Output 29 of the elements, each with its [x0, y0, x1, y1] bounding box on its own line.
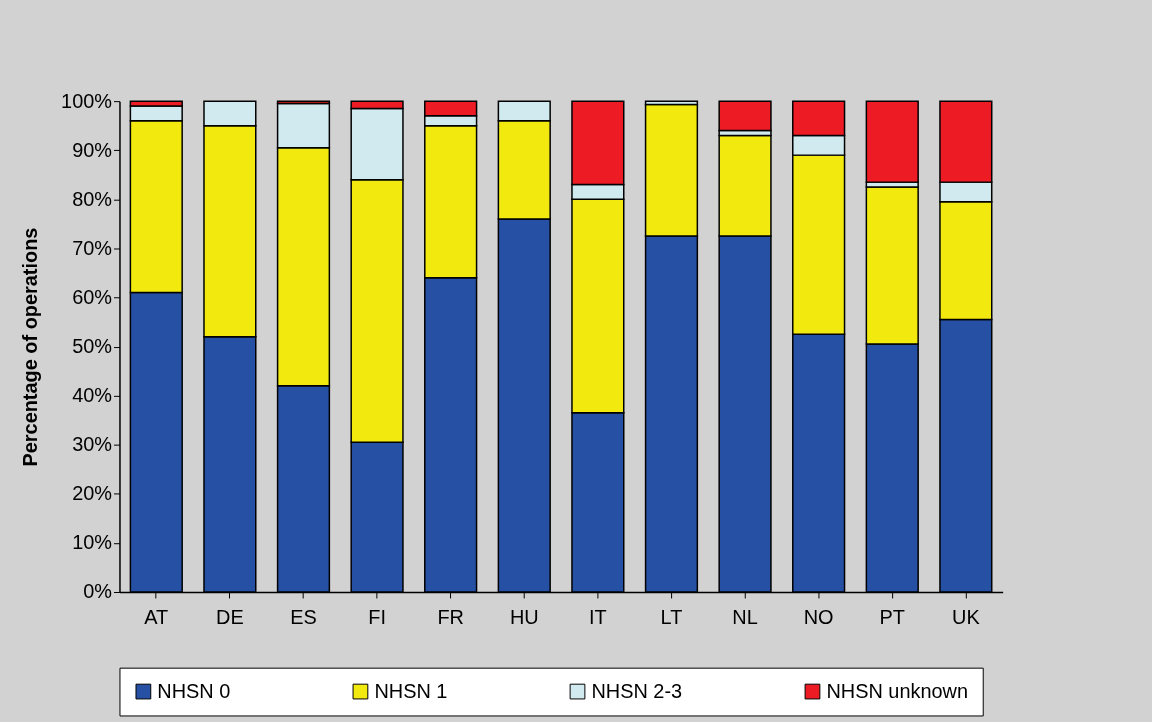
x-tick-label: NL — [732, 606, 758, 629]
y-tick-label: 80% — [72, 187, 113, 210]
legend-label: NHSN 2-3 — [591, 679, 683, 702]
x-tick-label: FR — [437, 606, 464, 629]
x-tick-label: UK — [952, 606, 981, 629]
legend-label: NHSN unknown — [826, 679, 969, 702]
y-tick-label: 0% — [83, 580, 113, 603]
x-tick-label: NO — [803, 606, 834, 629]
x-tick-label: LT — [660, 606, 683, 629]
x-tick-label: AT — [144, 606, 169, 629]
x-tick-label: DE — [216, 606, 244, 629]
legend-label: NHSN 0 — [157, 679, 231, 702]
x-tick-label: FI — [368, 606, 386, 629]
x-tick-label: IT — [589, 606, 607, 629]
y-axis-title: Percentage of operations — [19, 227, 42, 467]
y-tick-label: 50% — [72, 335, 113, 358]
x-tick-label: ES — [290, 606, 317, 629]
y-tick-label: 40% — [72, 384, 113, 407]
y-tick-label: 20% — [72, 482, 113, 505]
x-tick-label: PT — [879, 606, 905, 629]
legend-label: NHSN 1 — [374, 679, 448, 702]
y-tick-label: 90% — [72, 138, 113, 161]
y-tick-label: 10% — [72, 531, 113, 554]
y-tick-label: 70% — [72, 236, 113, 259]
y-tick-label: 30% — [72, 433, 113, 456]
y-tick-label: 60% — [72, 285, 113, 308]
y-tick-label: 100% — [61, 89, 113, 112]
bar — [718, 100, 772, 132]
x-tick-label: HU — [509, 606, 539, 629]
